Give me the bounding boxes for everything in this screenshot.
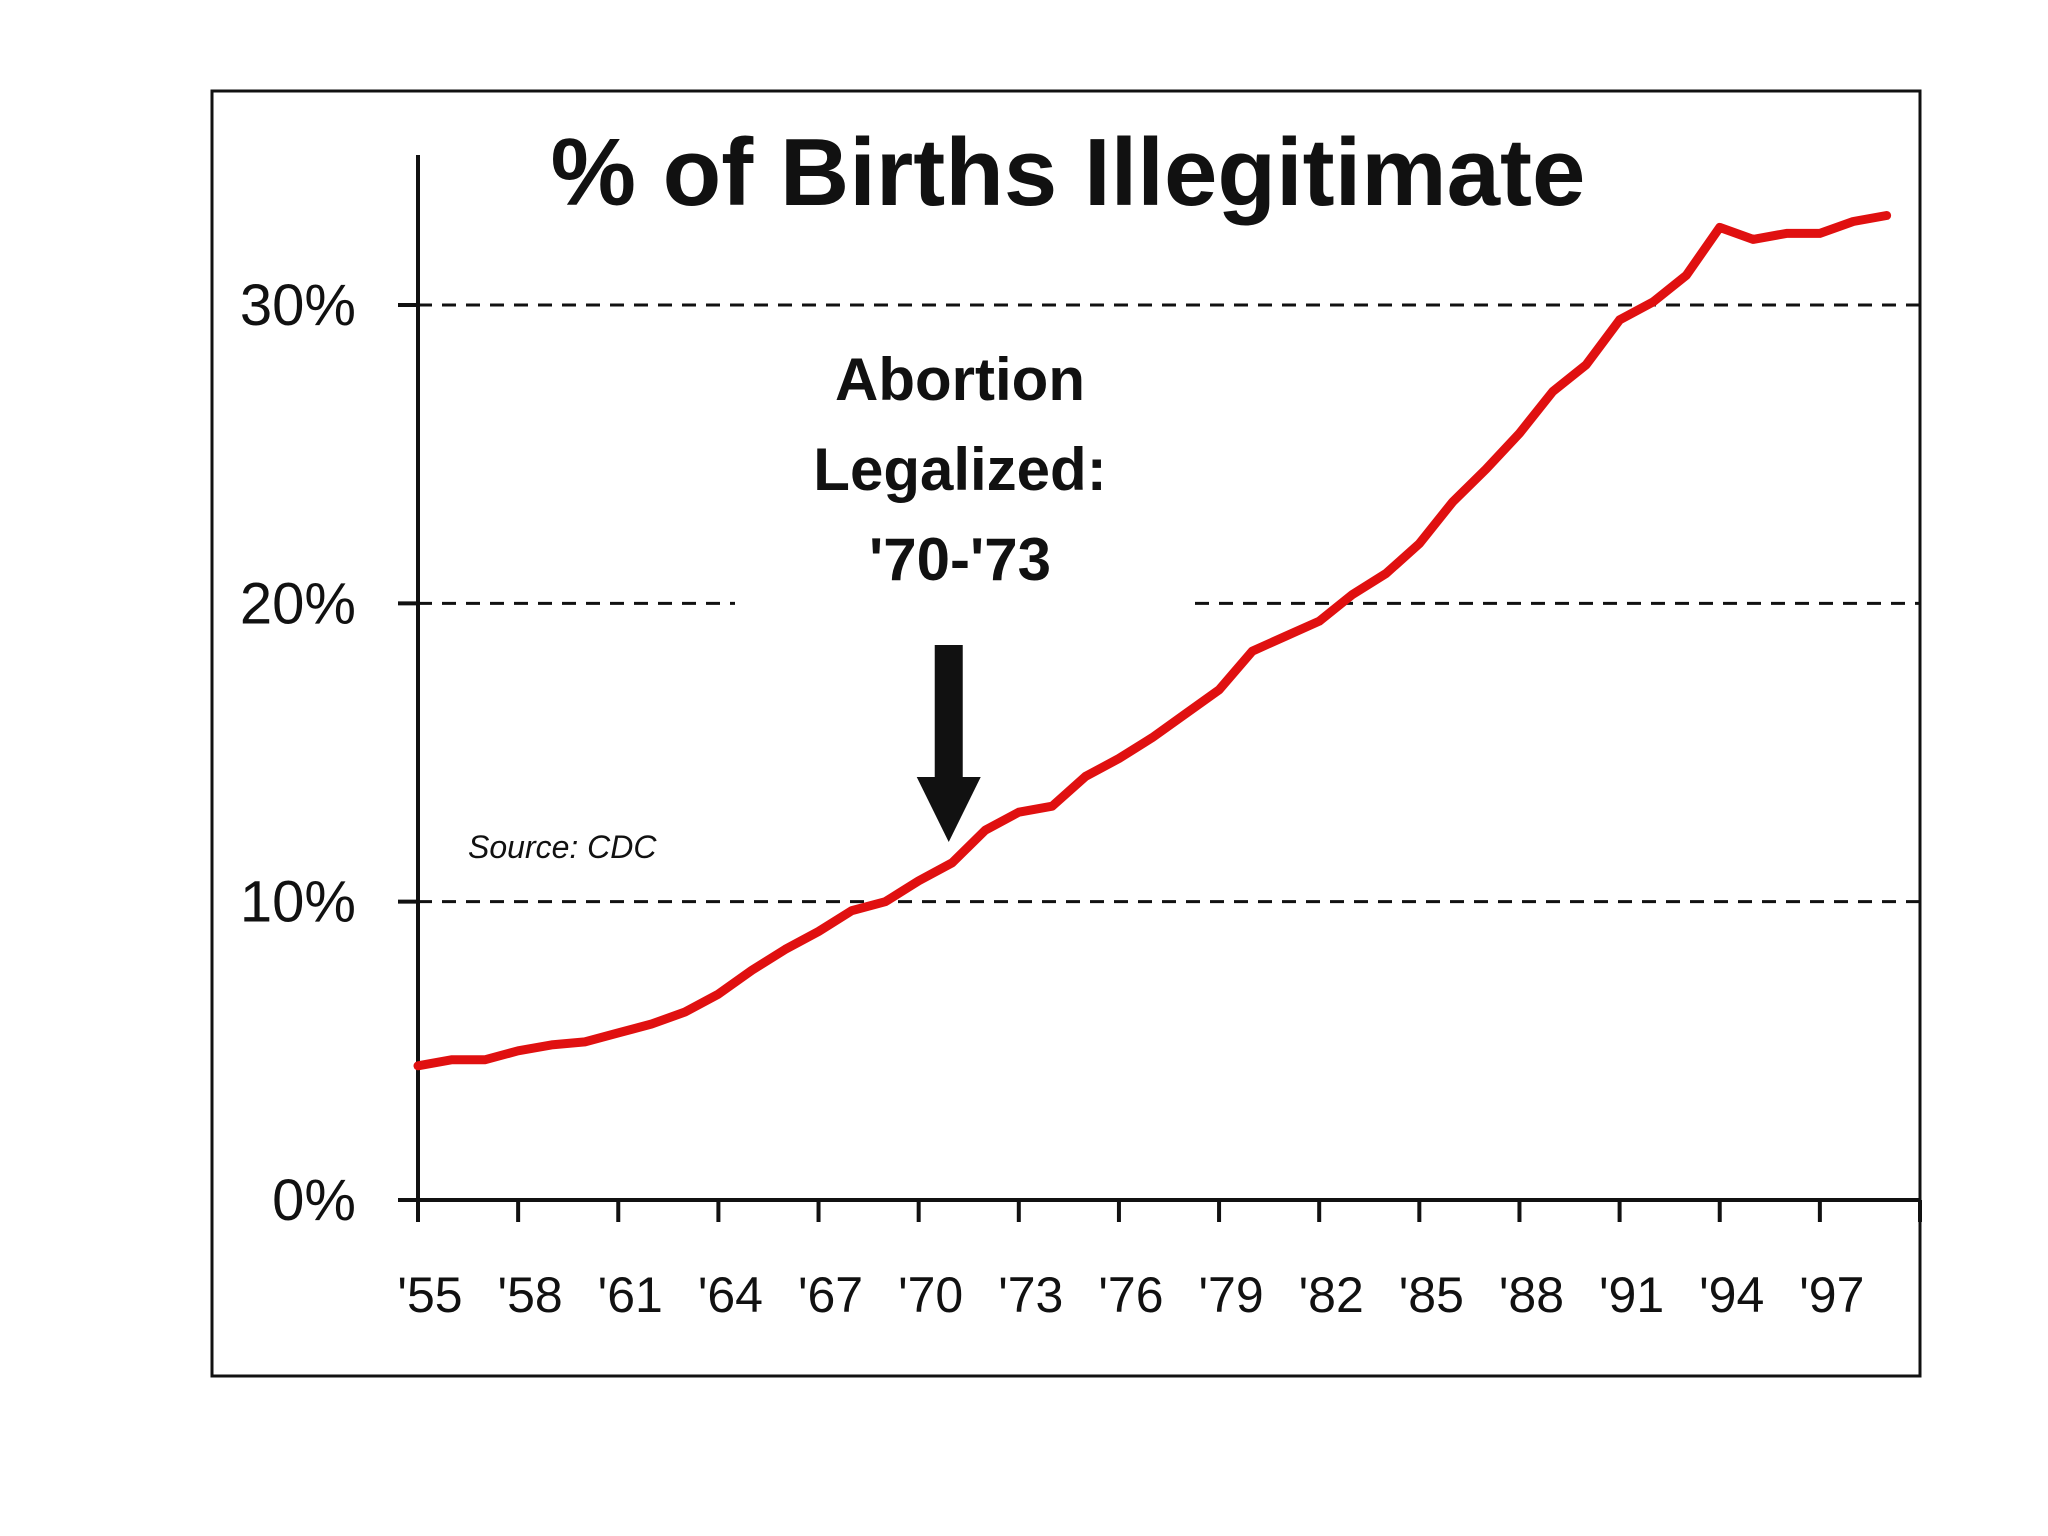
x-tick-label-1967: '67 bbox=[798, 1267, 863, 1323]
x-tick-label-1958: '58 bbox=[498, 1267, 563, 1323]
x-tick-label-1961: '61 bbox=[598, 1267, 663, 1323]
arrow-shaft bbox=[934, 645, 963, 782]
axes bbox=[400, 155, 1920, 1202]
annotation-line-1: Abortion bbox=[835, 346, 1085, 413]
annotation-line-2: Legalized: bbox=[813, 436, 1106, 503]
y-tick-label-0: 0% bbox=[272, 1168, 356, 1233]
x-tick-label-1964: '64 bbox=[698, 1267, 763, 1323]
x-tick-label-1985: '85 bbox=[1399, 1267, 1464, 1323]
chart-title: % of Births Illegitimate bbox=[551, 119, 1586, 226]
y-ticks: 0% 10% 20% 30% bbox=[240, 273, 418, 1233]
x-tick-label-1988: '88 bbox=[1499, 1267, 1564, 1323]
arrow-head bbox=[916, 777, 981, 842]
x-tick-label-1997: '97 bbox=[1799, 1267, 1864, 1323]
x-tick-label-1982: '82 bbox=[1299, 1267, 1364, 1323]
y-tick-label-30: 30% bbox=[240, 273, 356, 338]
gridlines bbox=[418, 303, 1920, 904]
annotation-arrow bbox=[916, 645, 981, 842]
x-tick-label-1979: '79 bbox=[1198, 1267, 1263, 1323]
x-tick-label-1994: '94 bbox=[1699, 1267, 1764, 1323]
annotation-line-3: '70-'73 bbox=[869, 526, 1051, 593]
chart-frame bbox=[210, 89, 1922, 1378]
x-tick-label-1970: '70 bbox=[898, 1267, 963, 1323]
series-line bbox=[413, 211, 1892, 1071]
source-label: Source: CDC bbox=[468, 829, 657, 865]
y-tick-label-20: 20% bbox=[240, 571, 356, 636]
x-tick-label-1955: '55 bbox=[397, 1267, 462, 1323]
x-ticks: '55 '58 '61 '64 '67 '70 '73 '76 '79 '82 '85 '88 '91 '… bbox=[397, 1200, 1922, 1323]
x-tick-label-1991: '91 bbox=[1599, 1267, 1664, 1323]
y-tick-label-10: 10% bbox=[240, 870, 356, 935]
x-tick-label-1973: '73 bbox=[998, 1267, 1063, 1323]
x-tick-label-1976: '76 bbox=[1098, 1267, 1163, 1323]
